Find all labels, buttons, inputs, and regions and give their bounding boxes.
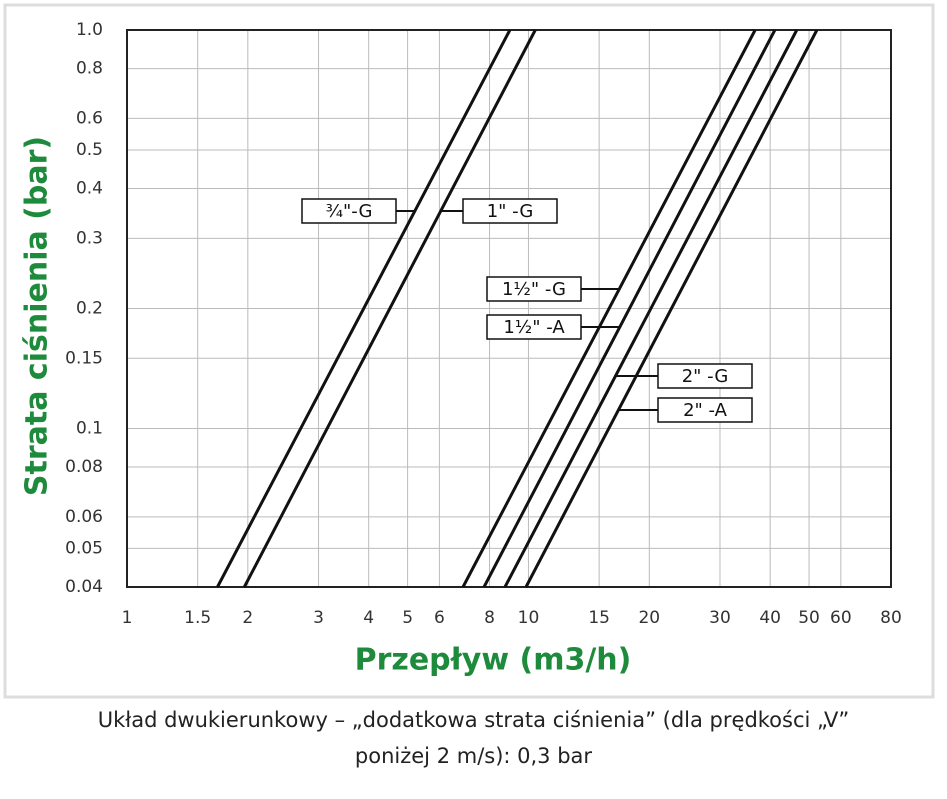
series-line — [216, 29, 512, 588]
y-axis-title: Strata ciśnienia (bar) — [20, 136, 55, 496]
x-tick-label: 6 — [434, 608, 445, 628]
label-box — [657, 363, 753, 389]
legend-label: 2" -A — [683, 400, 728, 421]
y-tick-label: 0.3 — [76, 228, 103, 248]
x-tick-label: 8 — [484, 608, 495, 628]
caption-line: Układ dwukierunkowy – „dodatkowa strata … — [97, 708, 850, 732]
y-tick-label: 0.4 — [76, 179, 103, 199]
x-tick-label: 30 — [709, 608, 731, 628]
y-tick-label: 0.8 — [76, 59, 103, 79]
x-tick-label: 3 — [313, 608, 324, 628]
series-line — [482, 29, 777, 588]
y-tick-label: 0.6 — [76, 108, 103, 128]
x-tick-label: 50 — [798, 608, 820, 628]
chart: Przepływ (m3/h) Strata ciśnienia (bar) 1… — [3, 3, 935, 699]
y-tick-label: 0.2 — [76, 299, 103, 319]
x-tick-label: 40 — [759, 608, 781, 628]
series-line — [503, 29, 799, 588]
y-tick-label: 0.05 — [65, 538, 103, 558]
y-tick-label: 0.1 — [76, 418, 103, 438]
x-tick-label: 1 — [122, 608, 133, 628]
chart-frame — [3, 3, 935, 699]
caption-line: poniżej 2 m/s): 0,3 bar — [354, 744, 593, 768]
label-box — [486, 276, 582, 302]
y-tick-label: 0.15 — [65, 348, 103, 368]
x-tick-label: 15 — [588, 608, 610, 628]
y-tick-label: 0.5 — [76, 140, 103, 160]
label-box — [462, 198, 558, 224]
series-line — [461, 29, 757, 588]
legend-label: 1½" -A — [503, 317, 565, 338]
x-tick-label: 10 — [518, 608, 540, 628]
label-box — [301, 198, 397, 224]
legend-label: 1" -G — [487, 201, 534, 222]
label-box — [486, 314, 582, 340]
y-tick-label: 1.0 — [76, 20, 103, 40]
x-tick-label: 2 — [242, 608, 253, 628]
series-line — [242, 29, 537, 588]
y-tick-label: 0.08 — [65, 457, 103, 477]
label-box — [657, 397, 753, 423]
legend-label: 1½" -G — [502, 279, 566, 300]
x-tick-label: 1.5 — [184, 608, 211, 628]
y-tick-label: 0.04 — [65, 577, 103, 597]
x-tick-label: 20 — [638, 608, 660, 628]
x-tick-label: 4 — [363, 608, 374, 628]
legend-label: 2" -G — [682, 366, 729, 387]
series-line — [524, 29, 819, 588]
x-tick-label: 5 — [402, 608, 413, 628]
x-tick-label: 60 — [830, 608, 852, 628]
y-tick-label: 0.06 — [65, 507, 103, 527]
x-axis-title: Przepływ (m3/h) — [355, 643, 632, 678]
legend-label: ¾"-G — [326, 201, 373, 222]
x-tick-label: 80 — [880, 608, 902, 628]
